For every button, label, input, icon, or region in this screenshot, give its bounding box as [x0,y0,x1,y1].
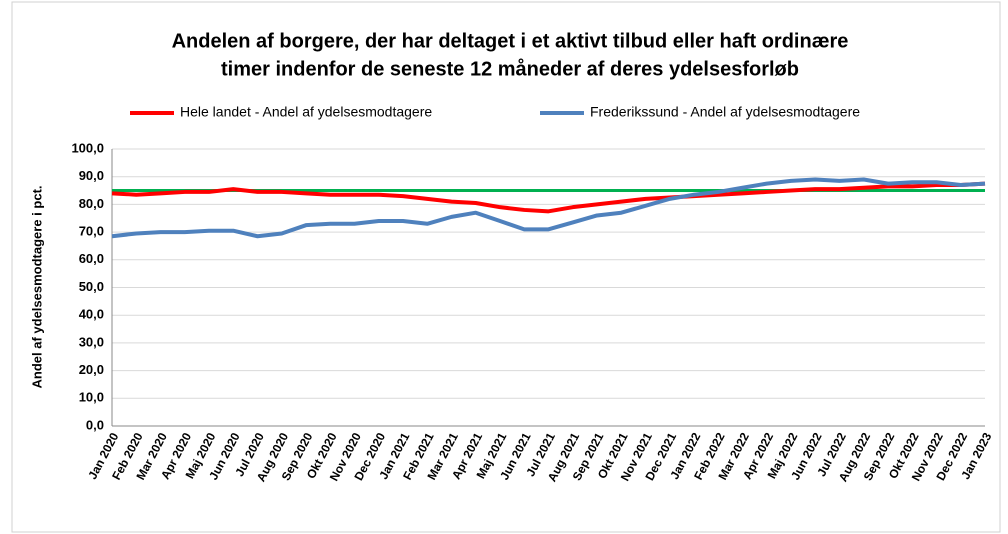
y-tick-label: 60,0 [79,251,104,266]
y-tick-label: 90,0 [79,168,104,183]
legend-label: Frederikssund - Andel af ydelsesmodtager… [590,104,860,120]
y-tick-label: 30,0 [79,334,104,349]
y-tick-label: 20,0 [79,362,104,377]
y-tick-label: 10,0 [79,390,104,405]
legend-label: Hele landet - Andel af ydelsesmodtagere [180,104,432,120]
series-line [111,181,986,214]
y-tick-label: 50,0 [79,279,104,294]
chart-title: timer indenfor de seneste 12 måneder af … [221,57,799,80]
y-tick-label: 70,0 [79,224,104,239]
series-line [111,177,986,239]
y-axis-label: Andel af ydelsesmodtagere i pct. [29,185,44,388]
y-tick-label: 0,0 [86,417,104,432]
y-tick-label: 40,0 [79,307,104,322]
y-tick-label: 80,0 [79,196,104,211]
chart-title: Andelen af borgere, der har deltaget i e… [172,30,849,52]
y-tick-label: 100,0 [71,140,104,155]
chart-border [11,1,1001,533]
